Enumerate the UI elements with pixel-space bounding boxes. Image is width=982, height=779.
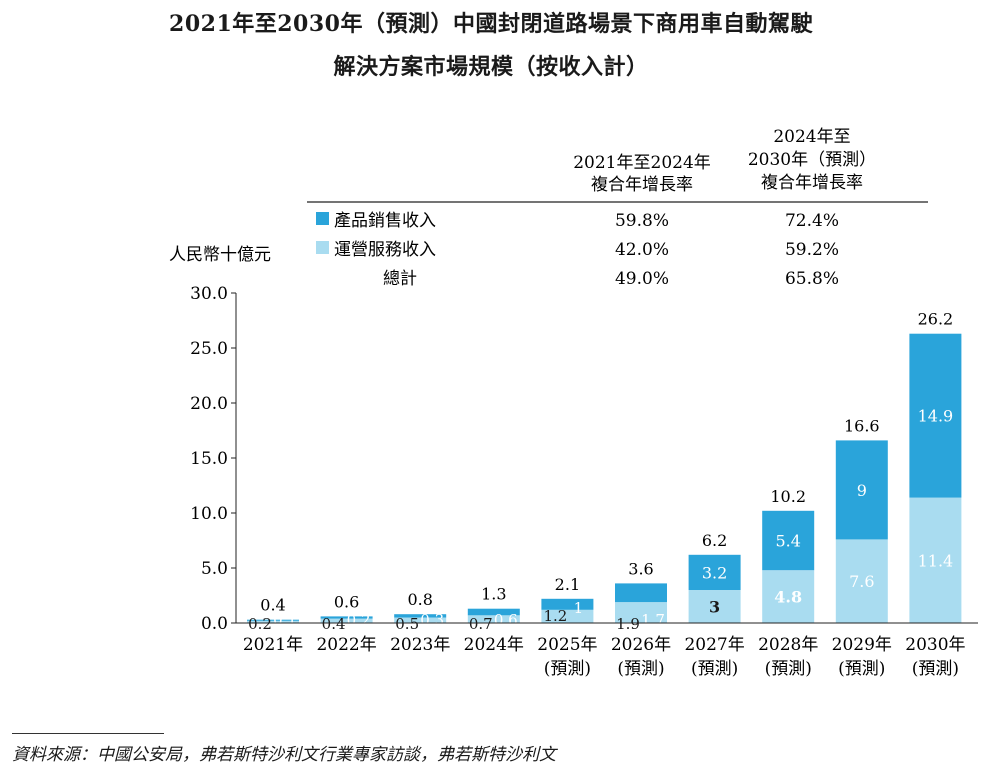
y-tick-label-3: 10.0 [190, 504, 228, 524]
bar-ops-label-7: 3 [709, 598, 720, 617]
x-tick-label-4: 2024年 [464, 635, 524, 655]
x-tick-label-8: 2028年 [758, 635, 818, 655]
bar-total-label-6: 3.6 [628, 559, 653, 578]
bar-product-label-1: 0.1 [273, 611, 297, 629]
bar-product-5 [541, 598, 594, 610]
x-tick-label-1: 2021年 [243, 635, 303, 655]
x-tick-label-3: 2023年 [390, 635, 450, 655]
bar-product-10 [909, 333, 962, 498]
bar-total-label-4: 1.3 [481, 585, 506, 604]
legend-swatch-2 [316, 241, 329, 254]
bar-product-6 [615, 583, 667, 603]
y-tick-label-4: 15.0 [190, 449, 228, 469]
bar-ops-label-10: 11.4 [918, 551, 954, 570]
bar-ops-8 [762, 570, 815, 623]
bar-ops-6 [615, 602, 667, 623]
x-tick-sublabel-5: (預測) [544, 659, 591, 679]
bar-ops-label-9: 7.6 [849, 572, 874, 591]
bar-ops-label-6: 1.9 [616, 615, 640, 633]
bar-product-label-4: 0.6 [494, 611, 518, 629]
legend-label-total: 總計 [383, 269, 417, 289]
bar-ops-label-8: 4.8 [774, 588, 802, 607]
bar-total-label-8: 10.2 [770, 487, 806, 506]
x-tick-sublabel-10: (預測) [912, 659, 959, 679]
x-tick-label-2: 2022年 [316, 635, 376, 655]
legend-label-1: 產品銷售收入 [334, 211, 436, 231]
cagr-value-3-1: 49.0% [615, 269, 669, 289]
y-tick-label-1: 0.0 [201, 614, 228, 634]
source-divider [12, 733, 164, 734]
bar-total-label-9: 16.6 [844, 416, 880, 435]
bar-product-2 [320, 616, 373, 619]
bar-ops-label-3: 0.5 [395, 615, 419, 633]
cagr-value-1-1: 59.8% [615, 211, 669, 231]
cagr-header-1-line-1: 2021年至2024年 [573, 153, 711, 173]
bar-ops-4 [467, 615, 520, 623]
bar-ops-5 [541, 609, 594, 623]
bar-ops-2 [320, 618, 373, 623]
bar-ops-label-5: 1.2 [543, 607, 567, 625]
bar-total-label-2: 0.6 [334, 592, 359, 611]
chart-title-line1: 2021年至2030年（預測）中國封閉道路場景下商用車自動駕駛 [169, 11, 813, 37]
bar-product-label-8: 5.4 [775, 532, 800, 551]
bar-product-8 [762, 510, 815, 571]
bar-product-label-10: 14.9 [918, 407, 954, 426]
cagr-header-1-line-2: 複合年增長率 [591, 175, 693, 195]
y-tick-label-5: 20.0 [190, 394, 228, 414]
cagr-value-3-2: 65.8% [785, 269, 839, 289]
x-tick-label-10: 2030年 [905, 635, 965, 655]
bar-ops-label-4: 0.7 [469, 615, 493, 633]
y-axis-unit-label: 人民幣十億元 [169, 245, 271, 265]
bar-product-label-3: 0.3 [420, 611, 444, 629]
x-tick-label-5: 2025年 [537, 635, 597, 655]
cagr-header-2-line-3: 複合年增長率 [761, 173, 863, 193]
bar-ops-label-1: 0.2 [248, 615, 272, 633]
bar-ops-10 [909, 497, 962, 623]
bar-product-label-9: 9 [857, 481, 867, 500]
bar-total-label-5: 2.1 [555, 575, 580, 594]
bar-total-label-3: 0.8 [407, 590, 432, 609]
y-tick-label-2: 5.0 [201, 559, 228, 579]
cagr-value-1-2: 72.4% [785, 211, 839, 231]
bar-ops-3 [394, 617, 447, 623]
x-tick-sublabel-9: (預測) [838, 659, 885, 679]
legend-label-2: 運營服務收入 [334, 240, 436, 260]
bar-ops-7 [688, 590, 741, 623]
cagr-value-2-1: 42.0% [615, 240, 669, 260]
bar-total-label-10: 26.2 [918, 310, 954, 329]
bar-product-4 [467, 608, 520, 616]
cagr-value-2-2: 59.2% [785, 240, 839, 260]
bar-product-1 [247, 619, 299, 621]
bar-total-label-7: 6.2 [702, 531, 727, 550]
bar-product-label-2: 0.2 [347, 611, 371, 629]
bar-ops-9 [835, 539, 888, 623]
y-tick-label-6: 25.0 [190, 339, 228, 359]
bar-product-label-6: 1.7 [641, 611, 665, 629]
cagr-header-2-line-1: 2024年至 [773, 127, 850, 147]
bar-ops-label-2: 0.4 [322, 615, 346, 633]
bar-product-label-7: 3.2 [702, 563, 727, 582]
chart-title-line2: 解決方案市場規模（按收入計） [333, 54, 649, 80]
source-note: 資料來源：中國公安局，弗若斯特沙利文行業專家訪談，弗若斯特沙利文 [12, 745, 556, 765]
x-tick-label-7: 2027年 [684, 635, 744, 655]
cagr-header-2-line-2: 2030年（預測） [748, 150, 876, 170]
legend-swatch-1 [316, 212, 329, 225]
x-tick-sublabel-6: (預測) [617, 659, 664, 679]
x-tick-sublabel-8: (預測) [765, 659, 812, 679]
x-tick-sublabel-7: (預測) [691, 659, 738, 679]
bar-total-label-1: 0.4 [260, 596, 285, 615]
bar-product-9 [835, 440, 888, 540]
x-tick-label-6: 2026年 [611, 635, 671, 655]
y-tick-label-7: 30.0 [190, 284, 228, 304]
bar-product-3 [394, 614, 447, 618]
bar-ops-1 [247, 620, 299, 623]
bar-product-7 [688, 554, 741, 590]
bar-product-label-5: 1 [574, 599, 584, 617]
x-tick-label-9: 2029年 [832, 635, 892, 655]
